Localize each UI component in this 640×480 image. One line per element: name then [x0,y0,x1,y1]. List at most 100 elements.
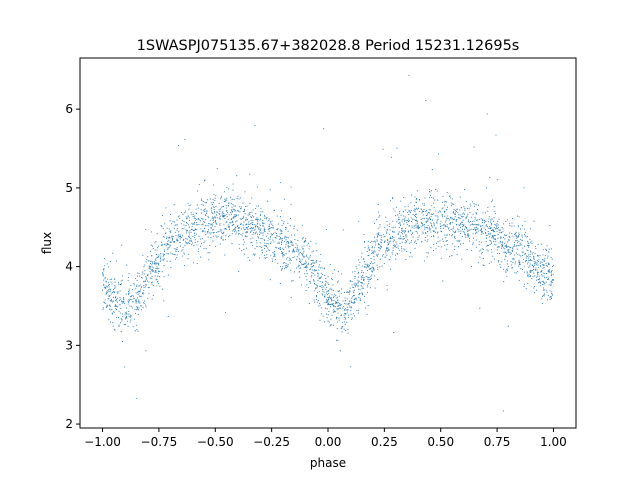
data-point [333,300,335,302]
data-point [462,212,464,214]
data-point [266,242,268,244]
data-point [406,222,408,224]
data-point [538,259,540,261]
data-point [259,229,261,232]
data-point [260,238,262,240]
data-point [316,285,318,287]
data-point [382,233,384,236]
data-point [327,276,329,278]
data-point [199,220,202,222]
data-point [139,295,141,297]
data-point [241,235,243,237]
data-point [133,282,135,284]
data-point [396,243,398,245]
data-point [104,278,106,280]
data-point [448,227,450,229]
data-point [337,309,339,311]
data-point [328,283,330,285]
data-point [332,272,334,274]
data-point [399,223,401,225]
data-point [313,299,315,301]
data-point [478,219,480,221]
data-point [416,222,419,224]
data-point [323,321,326,323]
data-point [215,223,217,225]
data-point [377,266,379,268]
data-point [253,254,255,256]
data-point [351,297,353,299]
data-point [329,325,331,327]
data-point [330,318,332,320]
data-point [414,196,416,198]
data-point [105,281,107,283]
data-point [433,206,435,209]
data-point [491,229,493,231]
data-point [105,302,107,304]
data-point [424,228,426,230]
data-point [208,222,210,224]
data-point [487,250,489,252]
data-point [456,240,458,242]
data-point [286,267,288,269]
data-point [358,220,360,222]
data-point [132,325,134,328]
data-point [313,270,315,272]
data-point [198,219,200,221]
data-point [244,213,246,215]
data-point [543,266,545,268]
data-point [545,263,547,265]
data-point [406,250,408,253]
data-point [543,293,545,295]
data-point [163,236,165,238]
data-point [270,227,272,229]
data-point [165,238,167,240]
data-point [326,292,328,294]
data-point [371,270,373,272]
data-point [260,232,262,234]
data-point [363,279,365,281]
data-point [163,254,166,256]
data-point [175,224,177,226]
data-point [370,277,372,279]
data-point [351,317,353,319]
data-point [429,222,431,224]
data-point [215,245,217,247]
data-point [231,243,233,245]
data-point [440,257,442,259]
data-point [380,236,382,238]
data-point [233,208,235,210]
data-point [197,190,199,192]
data-point [501,243,503,245]
data-point [520,238,522,240]
data-point [138,302,140,304]
data-point [543,263,545,265]
data-point [250,217,252,219]
data-point [357,312,359,314]
data-point [506,219,508,221]
data-point [350,313,352,315]
data-point [229,196,232,198]
data-point [227,212,229,214]
data-point [155,262,157,264]
data-point [242,232,244,234]
data-point [260,207,262,209]
data-point [162,258,164,260]
data-point [142,307,144,309]
data-point [223,224,225,226]
data-point [406,241,408,243]
data-point [532,252,534,254]
data-point [327,300,329,302]
data-point [435,248,437,250]
data-point [146,280,149,282]
data-point [550,274,552,276]
data-point [115,299,117,301]
data-point [390,268,392,270]
data-point [451,221,454,223]
data-point [156,266,158,268]
data-point [301,253,303,255]
data-point [252,244,254,247]
data-point [437,231,439,233]
data-point [319,280,321,283]
data-point [319,304,321,306]
data-point [329,288,331,290]
